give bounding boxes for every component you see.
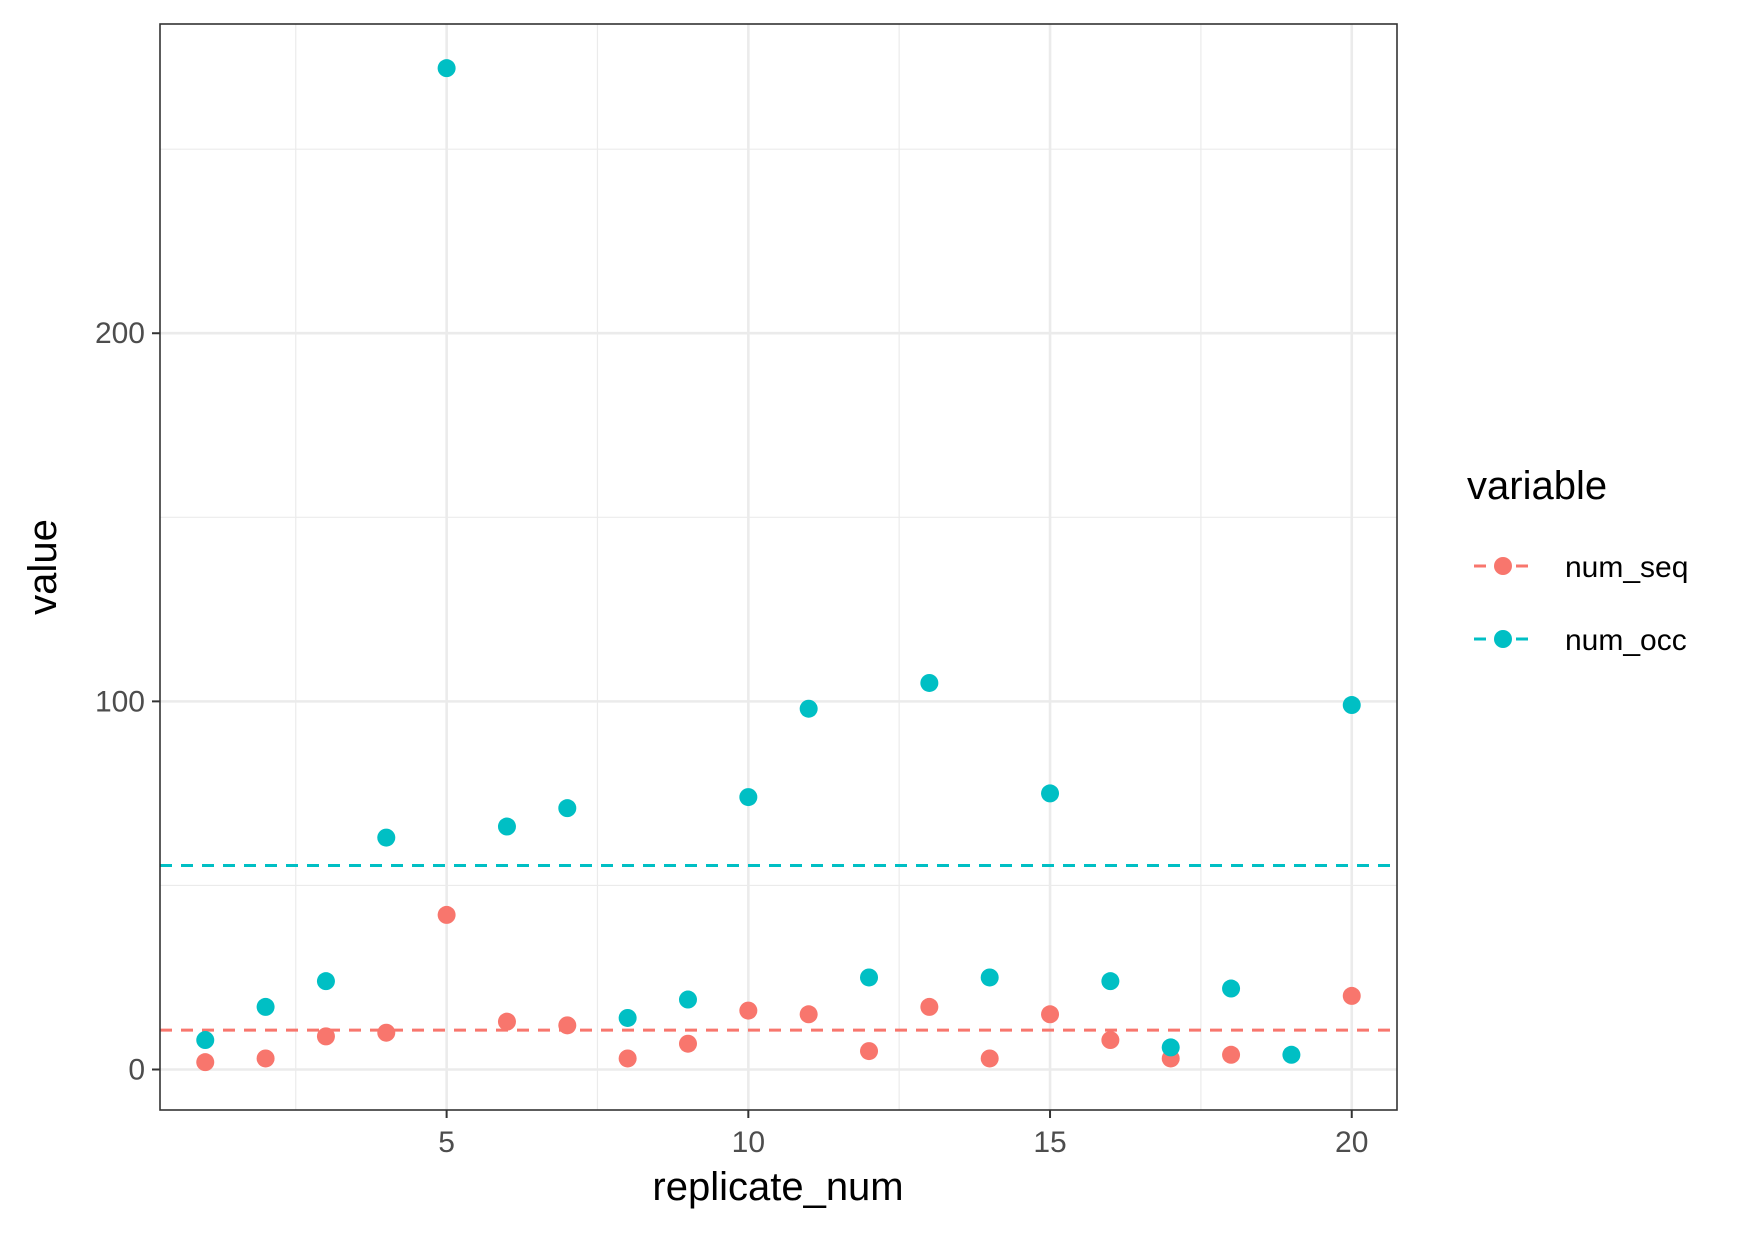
point-num_occ xyxy=(678,990,697,1009)
legend-key-point-num_seq xyxy=(1494,557,1512,575)
point-num_occ xyxy=(739,788,758,807)
point-num_seq xyxy=(1222,1045,1241,1064)
point-num_occ xyxy=(980,968,999,987)
point-num_seq xyxy=(1101,1031,1120,1050)
point-num_occ xyxy=(860,968,879,987)
legend: variable num_seq num_occ xyxy=(1467,464,1688,657)
point-num_seq xyxy=(1041,1005,1060,1024)
point-num_occ xyxy=(316,972,335,991)
point-num_occ xyxy=(1282,1045,1301,1064)
point-num_seq xyxy=(618,1049,637,1068)
point-num_occ xyxy=(196,1031,215,1050)
legend-title: variable xyxy=(1467,464,1607,508)
x-axis-title: replicate_num xyxy=(652,1165,903,1209)
point-num_seq xyxy=(316,1027,335,1046)
point-num_occ xyxy=(1101,972,1120,991)
legend-label-num_occ: num_occ xyxy=(1565,624,1687,657)
point-num_seq xyxy=(860,1042,879,1061)
point-num_occ xyxy=(1041,784,1060,803)
point-num_seq xyxy=(497,1012,516,1031)
point-num_occ xyxy=(1222,979,1241,998)
point-num_seq xyxy=(920,997,939,1016)
mean-reference-lines xyxy=(160,864,1397,1032)
y-axis-title: value xyxy=(21,519,65,615)
point-num_occ xyxy=(497,817,516,836)
legend-keys: num_seq num_occ xyxy=(1474,551,1688,657)
point-num_seq xyxy=(1342,986,1361,1005)
point-num_occ xyxy=(618,1008,637,1027)
y-tick-label: 200 xyxy=(95,317,145,350)
point-num_seq xyxy=(678,1034,697,1053)
plot-panel-border xyxy=(159,23,1398,1111)
point-num_occ xyxy=(920,673,939,692)
y-tick-label: 100 xyxy=(95,685,145,718)
minor-gridlines xyxy=(160,24,1397,1110)
axis-ticks xyxy=(152,332,1353,1118)
point-num_seq xyxy=(256,1049,275,1068)
plot-background xyxy=(160,24,1397,1110)
point-num_occ xyxy=(1161,1038,1180,1057)
point-num_occ xyxy=(256,997,275,1016)
legend-key-point-num_occ xyxy=(1494,630,1512,648)
point-num_seq xyxy=(196,1053,215,1072)
point-num_seq xyxy=(558,1016,577,1035)
point-num_seq xyxy=(799,1005,818,1024)
x-tick-label: 5 xyxy=(438,1126,455,1159)
point-num_seq xyxy=(980,1049,999,1068)
point-num_occ xyxy=(1342,696,1361,715)
legend-label-num_seq: num_seq xyxy=(1565,551,1688,584)
x-tick-label: 20 xyxy=(1335,1126,1368,1159)
point-num_occ xyxy=(558,799,577,818)
point-num_occ xyxy=(377,828,396,847)
x-tick-label: 10 xyxy=(732,1126,765,1159)
point-num_seq xyxy=(437,905,456,924)
point-num_seq xyxy=(377,1023,396,1042)
data-points xyxy=(196,59,1361,1072)
point-num_occ xyxy=(437,59,456,78)
point-num_seq xyxy=(739,1001,758,1020)
major-gridlines xyxy=(160,24,1397,1110)
x-tick-label: 15 xyxy=(1033,1126,1066,1159)
y-tick-label: 0 xyxy=(128,1054,145,1087)
point-num_occ xyxy=(799,699,818,718)
